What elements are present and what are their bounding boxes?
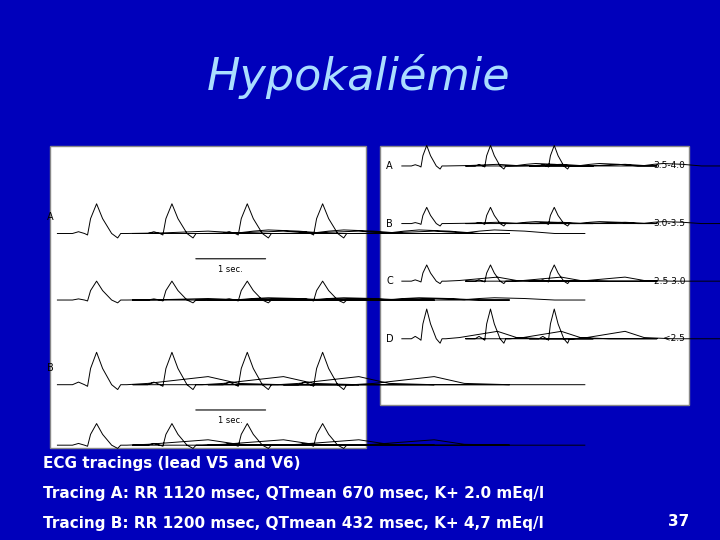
Text: ECG tracings (lead V5 and V6): ECG tracings (lead V5 and V6) <box>43 456 300 471</box>
Text: C: C <box>386 276 393 286</box>
Text: D: D <box>386 334 394 344</box>
Text: B: B <box>47 363 54 373</box>
Text: Hypokaliémie: Hypokaliémie <box>207 54 510 99</box>
Text: <2.5: <2.5 <box>663 334 685 343</box>
Text: Tracing B: RR 1200 msec, QTmean 432 msec, K+ 4,7 mEq/l: Tracing B: RR 1200 msec, QTmean 432 msec… <box>43 516 544 531</box>
Text: A: A <box>48 212 54 222</box>
FancyBboxPatch shape <box>50 146 366 448</box>
Text: 3.0-3.5: 3.0-3.5 <box>653 219 685 228</box>
Text: 1 sec.: 1 sec. <box>218 416 243 426</box>
Text: 37: 37 <box>667 514 689 529</box>
FancyBboxPatch shape <box>380 146 689 405</box>
Text: 3.5-4.0: 3.5-4.0 <box>654 161 685 171</box>
Text: B: B <box>386 219 393 228</box>
Text: 1 sec.: 1 sec. <box>218 265 243 274</box>
Text: A: A <box>386 161 392 171</box>
Text: 2.5 3.0: 2.5 3.0 <box>654 276 685 286</box>
Text: Tracing A: RR 1120 msec, QTmean 670 msec, K+ 2.0 mEq/l: Tracing A: RR 1120 msec, QTmean 670 msec… <box>43 486 544 501</box>
